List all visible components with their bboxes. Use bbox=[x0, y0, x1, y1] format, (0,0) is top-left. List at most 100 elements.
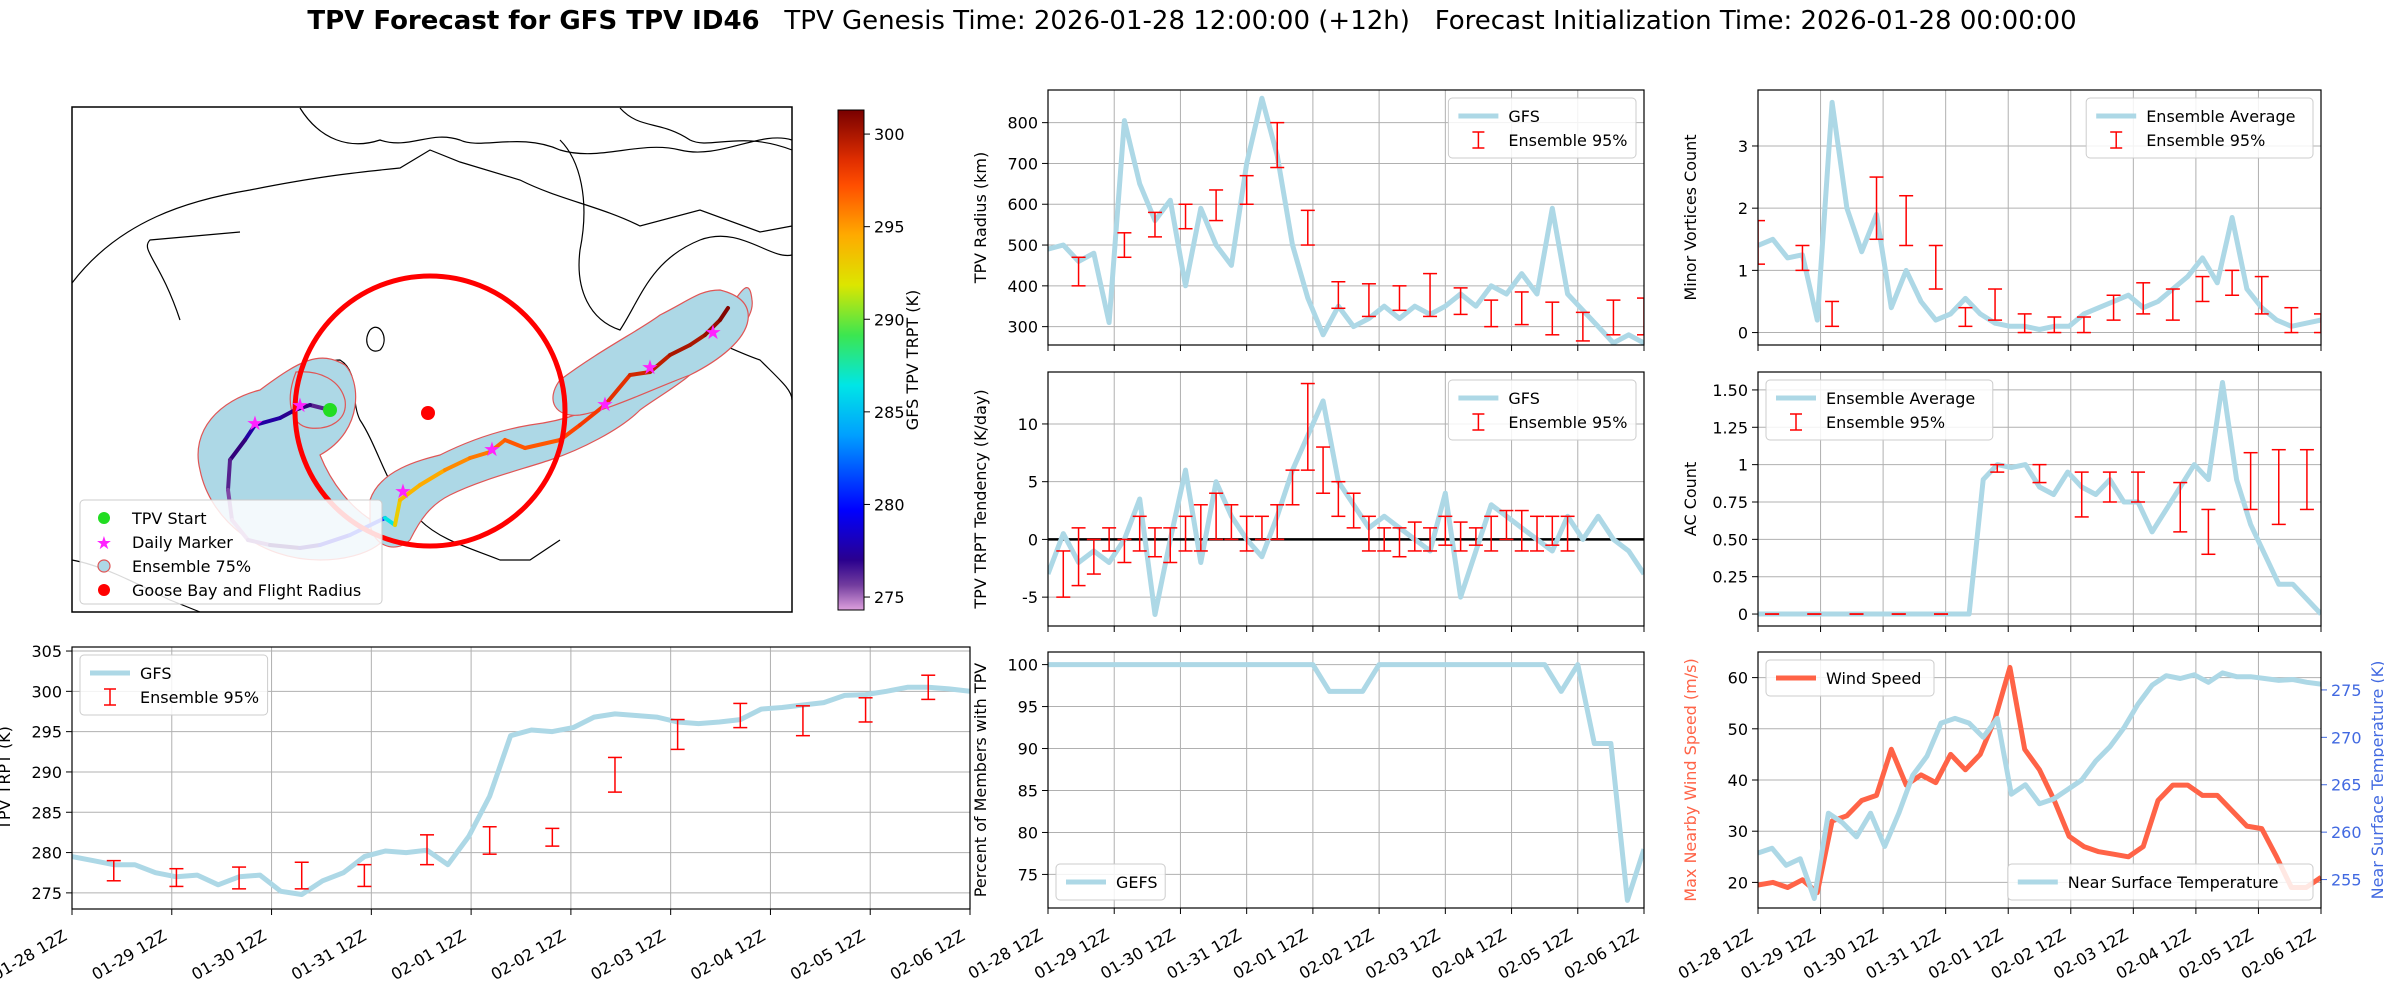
daily-marker: ★ bbox=[394, 479, 412, 503]
coastline bbox=[71, 149, 793, 284]
y-tick-label: 1.25 bbox=[1712, 418, 1748, 437]
track-segment bbox=[688, 333, 707, 347]
y-tick-label: 50 bbox=[1728, 720, 1748, 739]
plot-area bbox=[1758, 664, 2321, 901]
plot-area bbox=[1048, 382, 1644, 617]
x-tick-label: 01-31 12Z bbox=[288, 926, 369, 982]
chart-legend-box bbox=[1447, 379, 1637, 441]
track-segment bbox=[603, 373, 632, 407]
axes-frame bbox=[71, 646, 971, 910]
y-right-tick-label: 270 bbox=[2331, 728, 2362, 747]
axes-frame bbox=[1757, 89, 2322, 346]
colorbar-tick-label: 290 bbox=[874, 310, 905, 329]
track-segment bbox=[228, 438, 247, 462]
legend-goose-bay-marker bbox=[98, 584, 110, 596]
track-segment bbox=[648, 353, 672, 374]
colorbar-label: GFS TPV TRPT (K) bbox=[903, 290, 922, 430]
y-tick-label: 285 bbox=[31, 803, 62, 822]
legend-ensemble-75-marker bbox=[97, 559, 111, 573]
y-tick-label: 100 bbox=[1007, 656, 1038, 675]
legend-label: Ensemble 95% bbox=[1826, 413, 1945, 432]
map-legend: TPV Start ★ Daily Marker Ensemble 75% Goose … bbox=[79, 499, 383, 605]
legend-label: Ensemble 95% bbox=[2146, 131, 2265, 150]
y-tick-label: 80 bbox=[1018, 823, 1038, 842]
series-line-gefs bbox=[1048, 662, 1644, 903]
daily-marker: ★ bbox=[596, 392, 614, 416]
legend-label: GEFS bbox=[1116, 873, 1158, 892]
y-tick-label: 3 bbox=[1738, 137, 1748, 156]
chart-legend-box bbox=[1447, 97, 1637, 159]
coastline bbox=[146, 231, 241, 321]
daily-marker: ★ bbox=[641, 355, 659, 379]
track-segment bbox=[253, 416, 282, 427]
legend-tpv-start-label: TPV Start bbox=[131, 509, 207, 528]
colorbar-tick-label: 285 bbox=[874, 403, 905, 422]
axes-frame bbox=[1047, 89, 1645, 346]
y-tick-label: 0.75 bbox=[1712, 493, 1748, 512]
genesis-time: TPV Genesis Time: 2026-01-28 12:00:00 (+… bbox=[784, 6, 1410, 36]
colorbar-tick-label: 300 bbox=[874, 125, 905, 144]
chart-legend: Ensemble Average Ensemble 95% bbox=[2085, 97, 2314, 159]
x-tick-label: 02-01 12Z bbox=[388, 926, 469, 982]
x-tick-label: 02-05 12Z bbox=[787, 926, 868, 982]
chart-tendency: -5 0 5 10 TPV TRPT Tendency (K/day) GFS Ensemb… bbox=[971, 371, 1645, 632]
y-tick-label: 60 bbox=[1728, 669, 1748, 688]
legend-label: Ensemble 95% bbox=[1508, 131, 1627, 150]
legend-label: GFS bbox=[1508, 389, 1539, 408]
y-right-axis-label: Near Surface Temperature (K) bbox=[2368, 661, 2384, 900]
y-tick-label: 305 bbox=[31, 642, 62, 661]
plot-area bbox=[1758, 380, 2321, 617]
legend-tpv-start-marker bbox=[98, 512, 110, 524]
y-tick-label: -5 bbox=[1022, 588, 1038, 607]
axes-frame bbox=[1757, 371, 2322, 627]
chart-legend: Ensemble Average Ensemble 95% bbox=[1765, 379, 1994, 441]
chart-legend: GFS Ensemble 95% bbox=[1447, 97, 1637, 159]
y-axis-label: TPV Radius (km) bbox=[971, 152, 990, 285]
y-tick-label: 300 bbox=[31, 682, 62, 701]
y-tick-label: 10 bbox=[1018, 415, 1038, 434]
legend-label: Ensemble 95% bbox=[140, 688, 259, 707]
axes-frame bbox=[1047, 651, 1645, 909]
y-tick-label: 1 bbox=[1738, 456, 1748, 475]
x-tick-label: 02-03 12Z bbox=[587, 926, 668, 982]
plot-area bbox=[72, 674, 970, 897]
legend-label: Ensemble Average bbox=[1826, 389, 1975, 408]
legend-goose-bay-label: Goose Bay and Flight Radius bbox=[132, 581, 361, 600]
y-right-tick-label: 275 bbox=[2331, 681, 2362, 700]
ensemble-75-area bbox=[369, 287, 753, 548]
figure-title: TPV Forecast for GFS TPV ID46 TPV Genesi… bbox=[0, 6, 2384, 36]
legend-label: Ensemble 95% bbox=[1508, 413, 1627, 432]
colorbar-tick-label: 295 bbox=[874, 218, 905, 237]
chart-legend-box bbox=[1765, 379, 1994, 441]
y-tick-label: 500 bbox=[1007, 236, 1038, 255]
track-segment bbox=[718, 306, 730, 322]
y-tick-label: 0.50 bbox=[1712, 530, 1748, 549]
y-tick-label: 700 bbox=[1007, 154, 1038, 173]
series-line-gfs bbox=[1048, 95, 1644, 345]
chart-trpt: 275 280 285 290 295 300 305 01-28 12Z 01-29 12Z 0… bbox=[0, 642, 971, 982]
map-legend-box bbox=[79, 499, 383, 605]
y-tick-label: 40 bbox=[1728, 771, 1748, 790]
y-axis-label: TPV TRPT Tendency (K/day) bbox=[971, 389, 990, 609]
y-axis-label: TPV TRPT (K) bbox=[0, 726, 14, 831]
x-tick-label: 02-06 12Z bbox=[887, 926, 968, 982]
axes-frame bbox=[1047, 371, 1645, 627]
x-tick-label: 01-30 12Z bbox=[188, 926, 269, 982]
figure-title-main: TPV Forecast for GFS TPV ID46 bbox=[307, 6, 760, 36]
series-line-ensemble-average bbox=[1758, 99, 2321, 332]
axes-frame bbox=[1757, 651, 2322, 909]
y-tick-label: 0 bbox=[1738, 605, 1748, 624]
legend-label: Ensemble Average bbox=[2146, 107, 2295, 126]
y-tick-label: 20 bbox=[1728, 873, 1748, 892]
ensemble-75-area bbox=[552, 289, 749, 416]
coastline bbox=[619, 107, 793, 151]
legend-daily-marker-label: Daily Marker bbox=[132, 533, 233, 552]
series-line-gfs bbox=[72, 684, 970, 897]
x-tick-label: 02-04 12Z bbox=[687, 926, 768, 982]
init-time: Forecast Initialization Time: 2026-01-28… bbox=[1434, 6, 2077, 36]
track-segment bbox=[226, 458, 232, 492]
y-tick-label: 0.25 bbox=[1712, 568, 1748, 587]
